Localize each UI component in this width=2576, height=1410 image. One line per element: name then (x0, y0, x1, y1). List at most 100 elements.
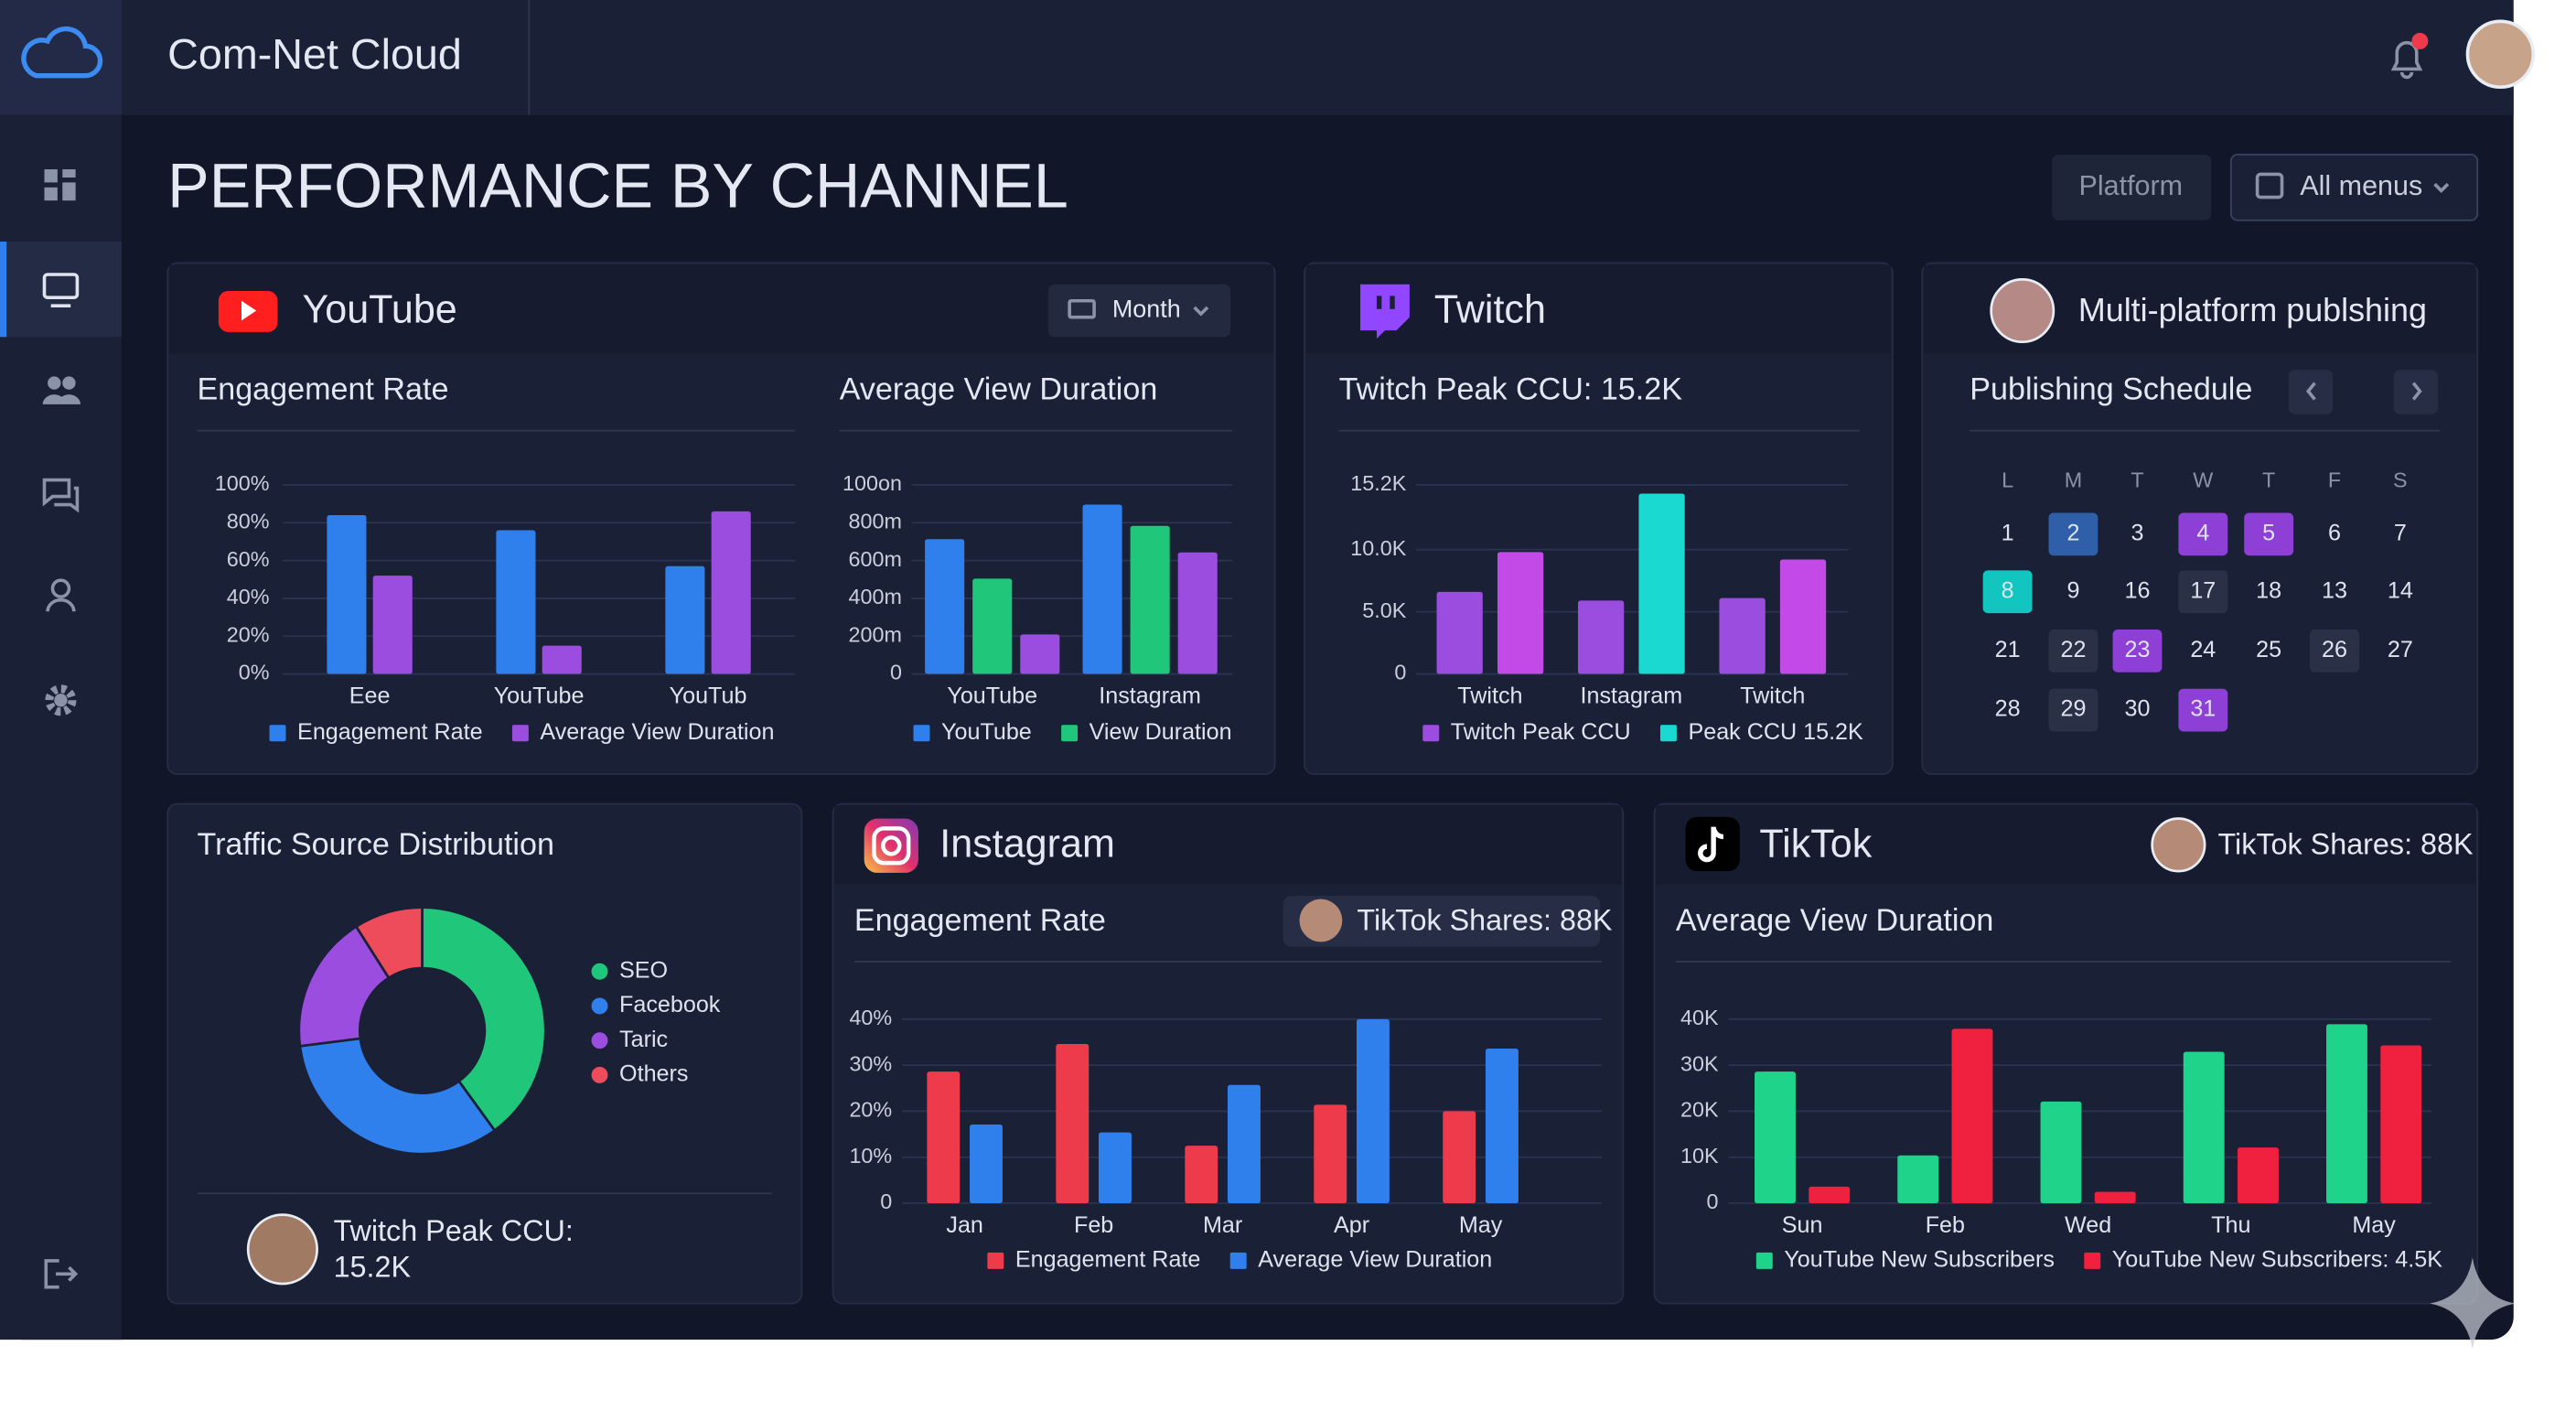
day[interactable]: 3 (2131, 520, 2143, 545)
bar (711, 511, 751, 674)
menus-button-label: All menus (2300, 170, 2422, 201)
legend-swatch (1422, 725, 1440, 742)
monitor-icon (1068, 298, 1096, 319)
day[interactable]: 4 (2196, 520, 2209, 545)
nav-logout[interactable] (44, 1259, 79, 1289)
weekday: T (2262, 468, 2275, 492)
y-tick-label: 40K (1680, 1006, 1719, 1029)
bar (1638, 493, 1685, 674)
nav-settings[interactable] (45, 684, 77, 716)
nav-monitor[interactable] (42, 273, 80, 307)
bar (1577, 600, 1625, 674)
bar (2040, 1101, 2082, 1204)
day-highlight (2048, 688, 2098, 732)
day[interactable]: 5 (2262, 520, 2275, 545)
bar (1020, 634, 1060, 674)
user-avatar[interactable] (2465, 19, 2536, 90)
day[interactable]: 2 (2066, 520, 2079, 545)
nav-messages[interactable] (42, 478, 80, 513)
day[interactable]: 6 (2328, 520, 2341, 545)
legend-label: Taric (619, 1027, 668, 1052)
nav-dashboard[interactable] (44, 169, 76, 201)
weekday: W (2193, 468, 2213, 492)
calendar-icon (2255, 172, 2284, 199)
bar (372, 576, 413, 674)
day[interactable]: 16 (2125, 577, 2151, 603)
day[interactable]: 9 (2066, 577, 2079, 603)
legend-swatch (2084, 1252, 2101, 1269)
next-button[interactable] (2393, 370, 2439, 414)
bar (1497, 552, 1544, 674)
nav-profile[interactable] (46, 578, 76, 612)
bar (1443, 1111, 1476, 1204)
day[interactable]: 18 (2256, 577, 2281, 603)
day-highlight (2178, 512, 2228, 556)
panel-title: TikTok (1759, 823, 1872, 866)
period-dropdown[interactable] (1047, 284, 1231, 338)
day[interactable]: 1 (2002, 520, 2014, 545)
badge (1283, 896, 1601, 947)
day[interactable]: 24 (2190, 637, 2216, 662)
day[interactable]: 31 (2190, 696, 2216, 722)
day[interactable]: 28 (1995, 696, 2021, 722)
y-tick-label: 10K (1680, 1144, 1719, 1168)
day[interactable]: 14 (2388, 577, 2413, 603)
x-tick-label: YouTub (670, 683, 747, 708)
day[interactable]: 8 (2002, 577, 2014, 603)
y-tick-label: 30K (1680, 1051, 1719, 1075)
day[interactable]: 27 (2388, 637, 2413, 662)
x-tick-label: Thu (2211, 1212, 2250, 1238)
weekday: T (2131, 468, 2143, 492)
legend-label: SEO (619, 957, 668, 983)
y-tick-label: 100% (215, 471, 270, 495)
bar (927, 1071, 961, 1204)
day[interactable]: 25 (2256, 637, 2281, 662)
day-highlight (2048, 630, 2098, 673)
y-tick-label: 0% (239, 661, 270, 684)
day-highlight (2112, 630, 2163, 673)
day[interactable]: 22 (2060, 637, 2086, 662)
x-tick-label: YouTube (494, 683, 585, 708)
bar (1897, 1155, 1939, 1204)
panel-title: Twitch (1434, 288, 1546, 332)
chart-title: Traffic Source Distribution (198, 827, 554, 862)
bar (1099, 1132, 1132, 1204)
chart-title: Engagement Rate (198, 372, 449, 407)
weekday: S (2393, 468, 2408, 492)
day[interactable]: 7 (2394, 520, 2407, 545)
day[interactable]: 17 (2190, 577, 2216, 603)
day[interactable]: 29 (2060, 696, 2086, 722)
bar (2183, 1051, 2225, 1204)
bar (925, 539, 965, 674)
nav-users[interactable] (42, 376, 80, 404)
day[interactable]: 23 (2125, 637, 2151, 662)
notification-bell[interactable] (2390, 40, 2423, 80)
prev-arrow (2305, 382, 2316, 401)
bar (1056, 1043, 1089, 1204)
bar (1809, 1186, 1851, 1204)
day[interactable]: 30 (2125, 696, 2151, 722)
y-tick-label: 30% (849, 1051, 892, 1075)
x-tick-label: Mar (1203, 1212, 1242, 1238)
weekday: L (2002, 468, 2013, 492)
day[interactable]: 13 (2322, 577, 2347, 603)
day[interactable]: 26 (2322, 637, 2347, 662)
chart-title: Average View Duration (1676, 903, 1994, 938)
platform-button[interactable] (2052, 154, 2212, 221)
bar (1356, 1018, 1390, 1204)
panel-header (834, 805, 1622, 885)
avatar (2151, 817, 2206, 873)
y-tick-label: 20% (849, 1098, 892, 1122)
x-tick-label: Twitch (1740, 683, 1805, 708)
day-highlight (2048, 512, 2098, 556)
y-tick-label: 0 (1394, 661, 1406, 684)
day[interactable]: 21 (1995, 637, 2021, 662)
legend-swatch (1061, 725, 1079, 742)
menus-button[interactable] (2229, 153, 2479, 221)
bar (1719, 597, 1766, 674)
x-tick-label: May (1459, 1212, 1503, 1238)
instagram-logo-lens (881, 835, 902, 856)
badge-text: TikTok Shares: 88K (1357, 903, 1612, 936)
y-tick-label: 0 (1707, 1189, 1719, 1213)
